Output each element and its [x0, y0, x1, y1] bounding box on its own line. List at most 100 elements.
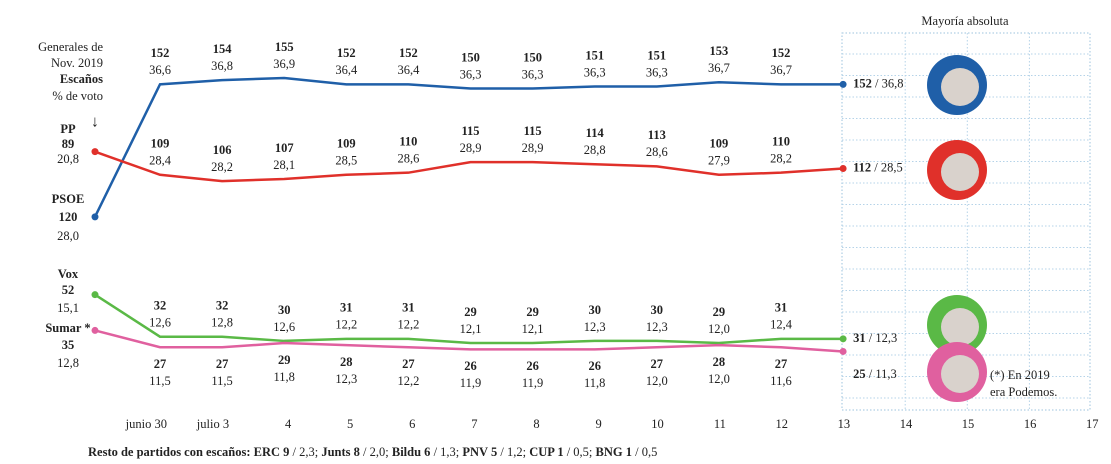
seat-label: 152 [337, 46, 356, 60]
x-tick-label: 4 [285, 417, 292, 431]
final-label: 25 / 11,3 [853, 367, 897, 381]
footer-part: PNV 5 [462, 445, 497, 459]
seat-label: 151 [585, 48, 604, 62]
vote-label: 12,6 [149, 316, 171, 330]
vote-label: 11,8 [273, 370, 294, 384]
vote-label: 12,3 [335, 372, 357, 386]
seat-label: 29 [713, 305, 726, 319]
vote-label: % de voto [52, 89, 103, 103]
vote-label: 11,8 [584, 376, 605, 390]
vote-label: 28,9 [460, 141, 482, 155]
seat-label: 150 [461, 50, 480, 64]
vote-label: 11,5 [149, 374, 170, 388]
seat-label: 35 [62, 338, 75, 352]
point [92, 148, 99, 155]
vote-label: 28,2 [770, 152, 792, 166]
seat-label: 32 [216, 299, 229, 313]
vote-label: 12,6 [273, 320, 295, 334]
vote-label: 36,6 [149, 63, 171, 77]
seat-label: 30 [651, 303, 664, 317]
seat-label: 28 [713, 355, 726, 369]
seat-label: 152 [151, 46, 170, 60]
vote-label: 12,3 [646, 320, 668, 334]
seat-label: 27 [402, 357, 415, 371]
separator: / [866, 331, 876, 345]
vote-label: 12,1 [460, 322, 482, 336]
seat-label: 29 [464, 305, 477, 319]
vote-label: 28,6 [646, 145, 668, 159]
point [92, 291, 99, 298]
series-name: Vox [58, 267, 79, 281]
vote-label: 11,5 [211, 374, 232, 388]
series-name: PSOE [52, 192, 85, 206]
vote-label: 20,8 [57, 152, 79, 166]
seat-label: 109 [710, 137, 729, 151]
vote-label: 28,8 [584, 143, 606, 157]
seat-label: 152 [399, 46, 418, 60]
vote-label: 12,0 [646, 374, 668, 388]
vote-label: 11,3 [875, 367, 896, 381]
vote-label: 12,8 [57, 356, 79, 370]
vote-label: 28,5 [335, 154, 357, 168]
seat-label: 150 [523, 50, 542, 64]
vote-label: 27,9 [708, 154, 730, 168]
vote-label: 12,0 [708, 322, 730, 336]
x-tick-label: 8 [533, 417, 539, 431]
footer-part: / 1,3; [430, 445, 462, 459]
vote-label: 12,3 [875, 331, 897, 345]
final-label: 112 / 28,5 [853, 160, 903, 174]
vote-label: 12,3 [584, 320, 606, 334]
footnote: era Podemos. [990, 385, 1057, 399]
seat-label: 30 [278, 303, 291, 317]
vote-label: 36,7 [708, 61, 730, 75]
seat-label: 115 [461, 124, 479, 138]
x-tick-label: 7 [471, 417, 477, 431]
x-tick-label: 17 [1086, 417, 1099, 431]
x-tick-label: 5 [347, 417, 353, 431]
vote-label: 28,4 [149, 154, 172, 168]
x-tick-label: 14 [900, 417, 913, 431]
seat-label: 26 [588, 359, 601, 373]
seat-label: 31 [340, 301, 353, 315]
series-line [95, 152, 843, 181]
point [92, 327, 99, 334]
x-tick-label: 10 [651, 417, 664, 431]
footer-part: ERC 9 [254, 445, 290, 459]
series-name: PP [60, 122, 76, 136]
seat-label: 152 [853, 76, 872, 90]
vote-label: 11,9 [522, 376, 543, 390]
separator: / [872, 76, 882, 90]
footnote: (*) En 2019 [990, 368, 1050, 382]
seat-label: 25 [853, 367, 866, 381]
footer-part: / 2,3; [289, 445, 321, 459]
seat-label: 27 [775, 357, 788, 371]
seats-label: Escaños [60, 72, 103, 86]
vote-label: 36,3 [646, 65, 668, 79]
seat-label: 120 [59, 210, 78, 224]
seat-label: 28 [340, 355, 353, 369]
seat-label: 155 [275, 40, 294, 54]
x-tick-label: 13 [838, 417, 851, 431]
x-tick-label: 16 [1024, 417, 1037, 431]
seat-label: 30 [588, 303, 601, 317]
vote-label: 12,1 [522, 322, 544, 336]
point [840, 348, 847, 355]
seat-label: 26 [526, 359, 539, 373]
point [840, 335, 847, 342]
footer-part: / 1,2; [497, 445, 529, 459]
x-tick-label: 12 [776, 417, 789, 431]
party-photo-face [941, 355, 979, 393]
seat-label: 114 [586, 126, 605, 140]
seat-label: 110 [399, 135, 417, 149]
vote-label: 15,1 [57, 301, 79, 315]
vote-label: 28,6 [397, 152, 419, 166]
party-photo-face [941, 308, 979, 346]
seat-label: 109 [337, 137, 356, 151]
vote-label: 28,1 [273, 158, 295, 172]
footer-part: Resto de partidos con escaños: [88, 445, 254, 459]
vote-label: 28,9 [522, 141, 544, 155]
vote-label: 36,4 [397, 63, 420, 77]
seat-label: 27 [651, 357, 664, 371]
seat-label: 89 [62, 137, 75, 151]
seat-label: 115 [524, 124, 542, 138]
